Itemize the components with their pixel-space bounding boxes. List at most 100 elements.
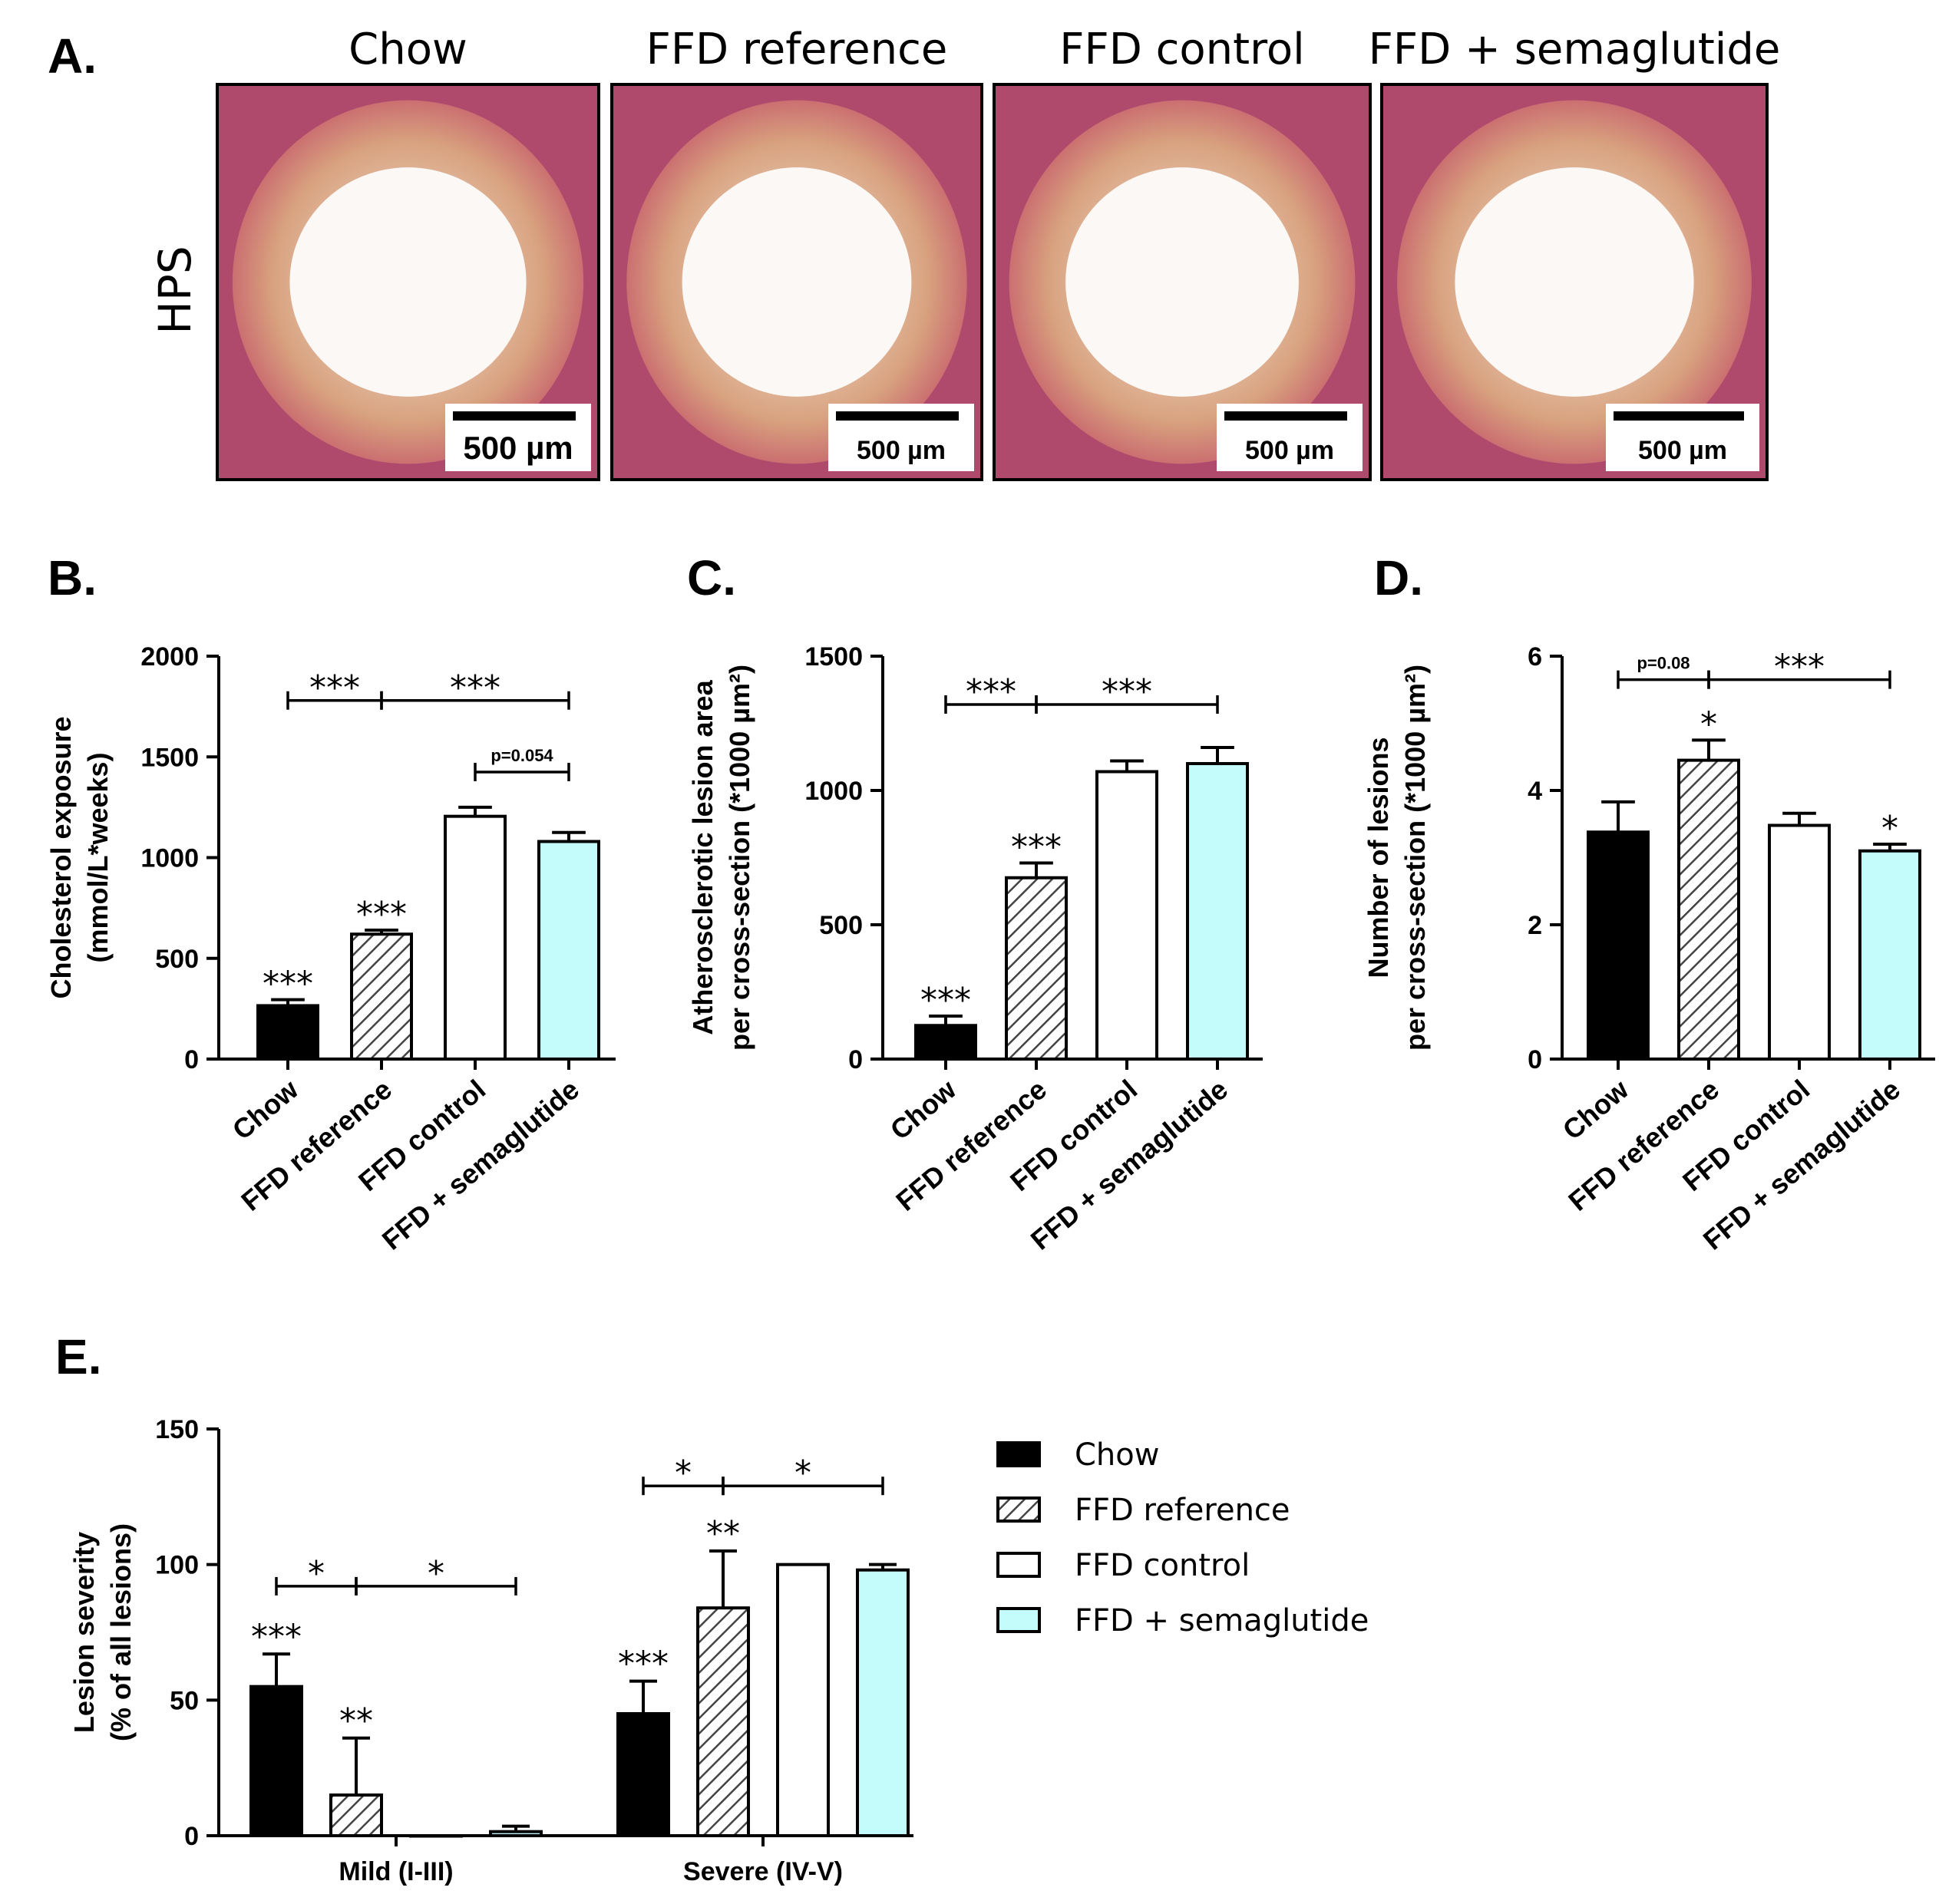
scale-bar-label: 500 µm	[857, 436, 946, 465]
bar	[249, 1685, 303, 1838]
bar	[1186, 762, 1249, 1061]
y-tick-label: 1000	[140, 844, 199, 873]
y-tick-label: 500	[819, 911, 863, 940]
y-tick-label: 1500	[804, 642, 863, 672]
legend-label: FFD + semaglutide	[1075, 1603, 1369, 1638]
y-tick-label: 4	[1528, 777, 1542, 806]
y-axis-label: per cross-section (*1000 µm²)	[724, 665, 755, 1051]
panel-letter-a: A.	[48, 28, 97, 84]
y-axis-label: Cholesterol exposure	[45, 716, 77, 998]
legend-swatch	[996, 1441, 1041, 1467]
panel-letter-c: C.	[687, 550, 736, 606]
bar	[1005, 876, 1068, 1061]
scale-bar	[1614, 411, 1744, 421]
bar	[256, 1004, 319, 1061]
bar	[1858, 849, 1921, 1061]
micrograph-frame	[610, 83, 983, 481]
vessel-lumen	[682, 167, 912, 397]
y-tick-label: 1500	[140, 743, 199, 772]
x-group-label: Mild (I-III)	[339, 1857, 453, 1886]
bar	[616, 1712, 670, 1837]
scale-bar	[836, 411, 959, 421]
y-tick-label: 50	[170, 1686, 199, 1715]
micrograph-frame	[1380, 83, 1769, 481]
vessel-lumen	[1065, 167, 1299, 397]
y-axis-label: Atherosclerotic lesion area	[687, 679, 718, 1034]
comparison-label: ***	[966, 672, 1016, 711]
micrograph-title: FFD + semaglutide	[1369, 25, 1781, 74]
bar-significance: ***	[251, 1617, 302, 1656]
comparison-label: ***	[1774, 648, 1825, 687]
panel-letter-e: E.	[55, 1329, 101, 1384]
y-tick-label: 150	[155, 1415, 199, 1444]
bar	[1587, 830, 1650, 1061]
x-group-label: Severe (IV-V)	[683, 1857, 843, 1886]
comparison-label: ***	[1102, 672, 1152, 711]
y-tick-label: 0	[184, 1822, 199, 1851]
y-tick-label: 0	[184, 1045, 199, 1074]
legend-swatch	[996, 1496, 1041, 1523]
comparison-label: *	[794, 1454, 811, 1493]
comparison-label: p=0.054	[491, 746, 553, 765]
y-tick-label: 2	[1528, 911, 1542, 940]
y-tick-label: 500	[155, 945, 199, 974]
legend-swatch	[996, 1607, 1041, 1633]
chart-lesion-severity: 0 50 100 150 Lesion severity (% of all lesion…	[68, 1415, 1369, 1886]
bar-significance: *	[1881, 809, 1898, 848]
comparison-label: p=0.08	[1637, 654, 1690, 673]
bar	[1095, 770, 1158, 1061]
y-tick-label: 0	[1528, 1045, 1542, 1074]
bar-significance: **	[339, 1701, 373, 1741]
vessel-lumen	[1455, 167, 1694, 397]
comparison-label: *	[308, 1554, 325, 1593]
chart-lesion-area: 0 500 1000 1500 Atherosclerotic lesion area p…	[687, 642, 1263, 1256]
legend-label: Chow	[1075, 1437, 1159, 1473]
panel-letter-b: B.	[48, 550, 97, 606]
y-tick-label: 2000	[140, 642, 199, 672]
stain-label: HPS	[149, 246, 201, 334]
scale-bar-label: 500 µm	[1638, 436, 1727, 465]
legend-label: FFD reference	[1075, 1493, 1290, 1528]
bar	[329, 1793, 383, 1837]
bar-significance: ***	[1011, 828, 1062, 867]
micrograph-title: FFD control	[1059, 25, 1304, 74]
bar	[776, 1562, 830, 1837]
legend-label: FFD control	[1075, 1548, 1250, 1583]
y-tick-label: 6	[1528, 642, 1542, 672]
micrograph-title: Chow	[348, 25, 467, 74]
micrograph-title: FFD reference	[646, 25, 948, 74]
y-axis-label: Lesion severity	[68, 1532, 100, 1733]
comparison-label: *	[428, 1554, 444, 1593]
y-tick-label: 0	[848, 1045, 863, 1074]
x-tick-label: FFD reference	[890, 1074, 1052, 1217]
bar-significance: *	[1700, 705, 1717, 744]
bar-significance: **	[706, 1514, 740, 1553]
comparison-label: *	[675, 1454, 692, 1493]
x-tick-label: Chow	[884, 1073, 963, 1146]
bar	[696, 1606, 750, 1837]
bar-significance: ***	[263, 965, 313, 1004]
x-tick-label: Chow	[226, 1073, 305, 1146]
y-axis-label: Number of lesions	[1363, 737, 1394, 978]
scale-bar-label: 500 µm	[1245, 436, 1334, 465]
micrograph-panel: Chow 500 µm FFD reference 500 µm FFD control…	[216, 25, 1781, 481]
bar	[1768, 823, 1831, 1061]
bar-significance: ***	[356, 895, 407, 934]
scale-bar	[1224, 411, 1347, 421]
panel-letter-d: D.	[1374, 550, 1423, 606]
bar-significance: ***	[920, 981, 971, 1020]
chart-cholesterol-exposure: 0 500 1000 1500 2000 Cholesterol exposure (mmo…	[45, 642, 616, 1256]
bar	[537, 840, 600, 1061]
chart-lesion-number: 0 2 4 6 Number of lesions per cross-section (…	[1363, 642, 1935, 1256]
scale-bar	[453, 411, 576, 421]
bar-significance: ***	[618, 1645, 669, 1684]
y-axis-label: per cross-section (*1000 µm²)	[1399, 665, 1431, 1051]
micrograph-frame	[216, 83, 600, 481]
x-tick-label: Chow	[1557, 1073, 1635, 1146]
y-axis-label: (% of all lesions)	[105, 1523, 137, 1741]
y-tick-label: 1000	[804, 777, 863, 806]
comparison-label: ***	[450, 668, 500, 708]
comparison-label: ***	[309, 668, 360, 708]
legend-swatch	[996, 1552, 1041, 1578]
bar	[856, 1568, 910, 1837]
